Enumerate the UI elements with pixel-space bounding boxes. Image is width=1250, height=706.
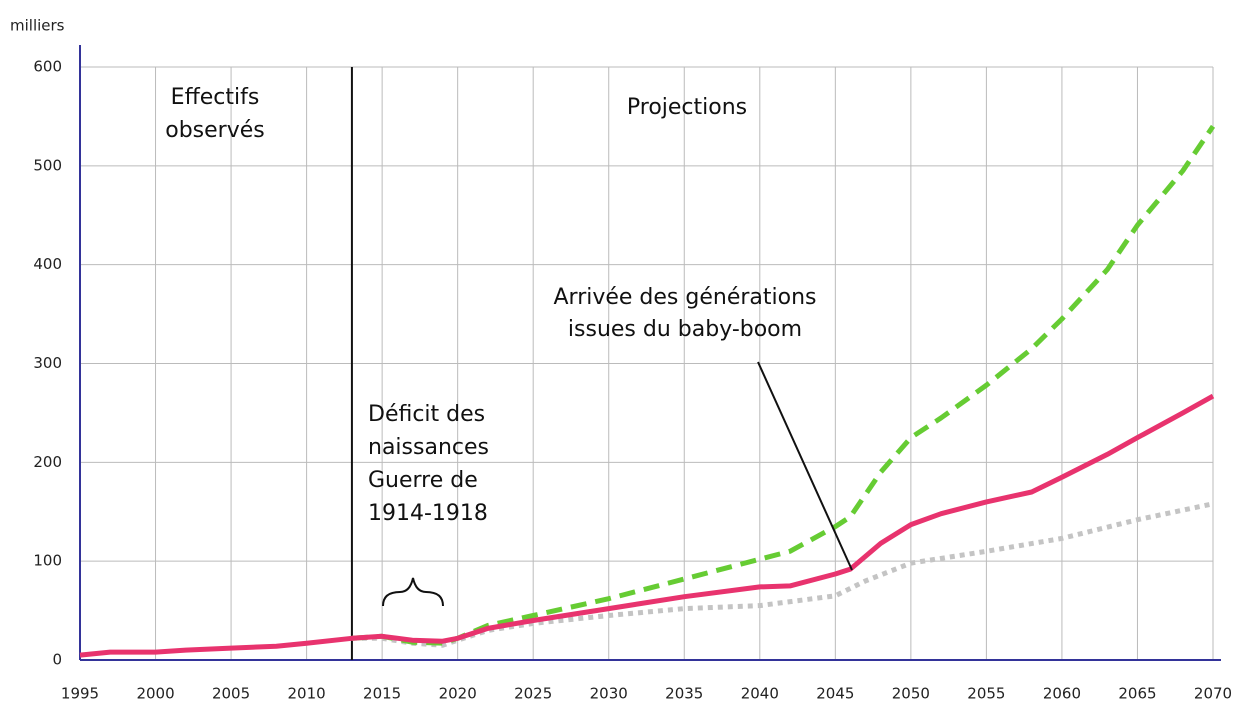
x-tick-label: 2025 <box>514 685 552 703</box>
line-series <box>351 124 1216 646</box>
plot: 1995 2000 2005 2010 2015 2020 2025 2030 2035 2040… <box>33 45 1232 703</box>
x-tick-label: 2040 <box>741 685 779 703</box>
x-tick-label: 2010 <box>288 685 326 703</box>
y-axis-label: milliers <box>10 17 65 35</box>
y-tick-label: 200 <box>33 453 62 471</box>
x-tick-label: 2070 <box>1194 685 1232 703</box>
x-tick-label: 2055 <box>967 685 1005 703</box>
annotation: issues du baby-boom <box>568 317 802 342</box>
x-tick-label: 2005 <box>212 685 250 703</box>
x-tick-label: 2015 <box>363 685 401 703</box>
x-tick-label: 2020 <box>439 685 477 703</box>
annotation: naissances <box>368 435 489 460</box>
annotation: observés <box>165 118 264 143</box>
x-tick-label: 2045 <box>816 685 854 703</box>
y-tick-label: 100 <box>33 552 62 570</box>
y-tick-label: 0 <box>52 651 62 669</box>
line-series <box>79 393 1215 658</box>
grid <box>79 66 1214 660</box>
x-tick-label: 1995 <box>61 685 99 703</box>
x-tick-label: 2060 <box>1043 685 1081 703</box>
x-tick-label: 2065 <box>1118 685 1156 703</box>
annotation: Effectifs <box>171 85 260 110</box>
annotation: Arrivée des générations <box>553 285 816 310</box>
x-tick-label: 2000 <box>136 685 174 703</box>
y-tick-label: 500 <box>33 156 62 174</box>
x-tick-label: 2030 <box>590 685 628 703</box>
y-tick-label: 600 <box>33 58 62 76</box>
annotation: 1914-1918 <box>368 501 488 526</box>
annotation: Déficit des <box>368 402 485 427</box>
y-tick-label: 400 <box>33 255 62 273</box>
annotation: Projections <box>627 95 747 120</box>
x-tick-label: 2050 <box>892 685 930 703</box>
x-tick-label: 2035 <box>665 685 703 703</box>
y-tick-label: 300 <box>33 354 62 372</box>
annotation: Guerre de <box>368 468 478 493</box>
brace <box>382 577 444 607</box>
annotation-arrow <box>757 361 853 571</box>
